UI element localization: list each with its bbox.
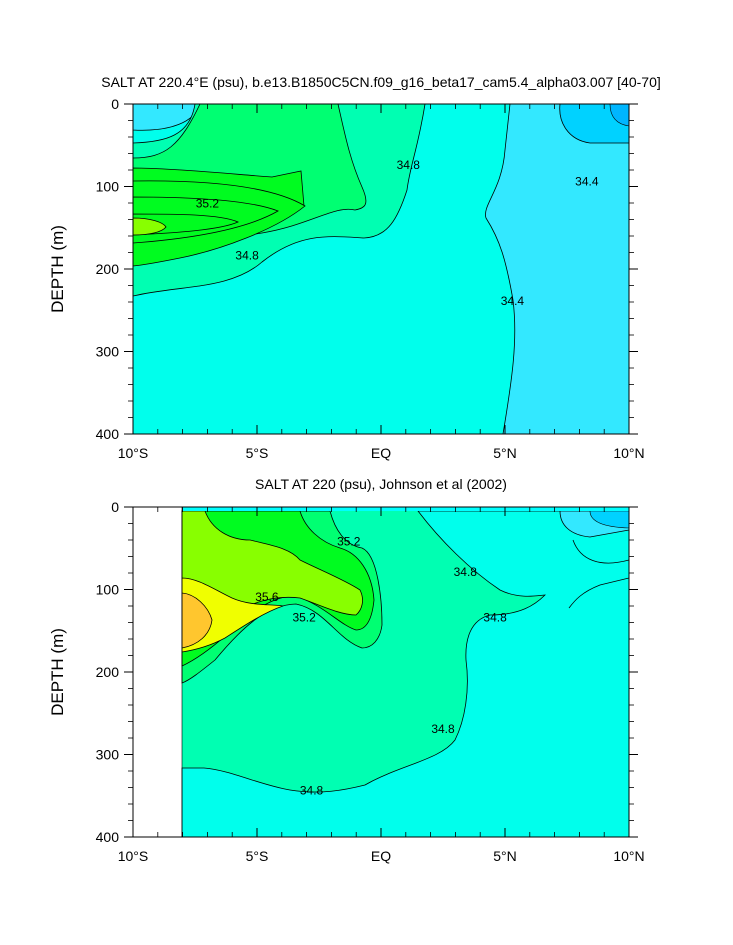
bottom-contour-label: 34.8 — [431, 722, 455, 736]
bottom-contour-label: 34.8 — [454, 565, 478, 579]
bottom-fill-35-6 — [181, 577, 284, 653]
bottom-x-tick-label: 10°S — [118, 848, 149, 864]
bottom-x-tick-label: 5°N — [493, 848, 517, 864]
top-x-tick-label: 5°S — [246, 445, 269, 461]
bottom-chart-title: SALT AT 220 (psu), Johnson et al (2002) — [255, 476, 507, 492]
top-contour-label: 34.8 — [397, 158, 421, 172]
top-y-tick-label: 0 — [111, 96, 119, 112]
bottom-contour-34-8-tail — [568, 577, 629, 609]
bottom-y-tick-label: 300 — [96, 747, 120, 763]
top-axes-ticks: 10°S 5°S EQ 5°N 10°N 0 100 200 300 400 — [96, 96, 645, 461]
bottom-y-tick-label: 100 — [96, 582, 120, 598]
top-fill-34-2-core — [609, 104, 629, 127]
bottom-plot-area — [181, 510, 629, 837]
top-y-tick-label: 400 — [96, 426, 120, 442]
top-x-tick-label: 5°N — [493, 445, 517, 461]
bottom-fill-34-2 — [589, 510, 629, 529]
top-chart-title: SALT AT 220.4°E (psu), b.e13.B1850C5CN.f… — [101, 74, 661, 90]
bottom-axes-ticks: 10°S 5°S EQ 5°N 10°N 0 100 200 300 400 — [96, 499, 645, 864]
top-contour-labels: 34.8 35.2 34.8 34.4 34.4 — [196, 158, 599, 308]
top-contour-label: 34.8 — [235, 249, 259, 263]
bottom-contour-label: 34.8 — [300, 784, 324, 798]
top-y-tick-label: 200 — [96, 261, 120, 277]
top-fill-34-4 — [485, 104, 629, 434]
bottom-contour-labels: 35.2 34.8 35.6 35.2 34.8 34.8 34.8 — [255, 534, 507, 798]
bottom-y-axis-label: DEPTH (m) — [48, 628, 67, 716]
top-panel: SALT AT 220.4°E (psu), b.e13.B1850C5CN.f… — [48, 74, 661, 461]
top-x-tick-label: EQ — [371, 445, 391, 461]
bottom-x-tick-label: 10°N — [613, 848, 644, 864]
bottom-contour-label: 35.2 — [292, 610, 316, 624]
bottom-y-tick-label: 400 — [96, 829, 120, 845]
top-x-tick-label: 10°N — [613, 445, 644, 461]
bottom-y-tick-label: 200 — [96, 664, 120, 680]
bottom-x-tick-label: 5°S — [246, 848, 269, 864]
top-y-tick-label: 300 — [96, 344, 120, 360]
top-contour-label: 35.2 — [196, 197, 220, 211]
top-contour-label: 34.4 — [501, 294, 525, 308]
top-y-tick-label: 100 — [96, 179, 120, 195]
top-x-tick-label: 10°S — [118, 445, 149, 461]
bottom-fill-34-6 — [181, 510, 629, 837]
top-y-axis-label: DEPTH (m) — [48, 225, 67, 313]
bottom-contour-label: 35.6 — [255, 590, 279, 604]
bottom-x-tick-label: EQ — [371, 848, 391, 864]
bottom-contour-34-6-tail — [572, 539, 629, 564]
top-contour-label: 34.4 — [575, 174, 599, 188]
bottom-y-tick-label: 0 — [111, 499, 119, 515]
bottom-contour-label: 34.8 — [483, 610, 507, 624]
bottom-panel: SALT AT 220 (psu), Johnson et al (2002) … — [48, 476, 645, 864]
top-plot-area — [133, 104, 629, 434]
top-fill-35-6-core — [133, 217, 167, 236]
bottom-contour-label: 35.2 — [337, 534, 361, 548]
bottom-fill-35-8 — [181, 592, 213, 649]
